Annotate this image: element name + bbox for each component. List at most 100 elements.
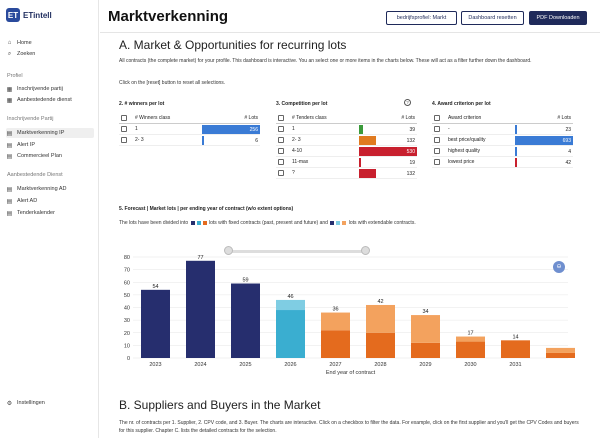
row-checkbox[interactable]: [434, 159, 440, 165]
home-icon: ⌂: [7, 40, 12, 46]
range-slider-right-handle[interactable]: [361, 246, 370, 255]
nav-commercial-plan[interactable]: ▤ Commercieel Plan: [6, 151, 94, 161]
forecast-bar-chart: 0102030405060708054202377202459202546202…: [124, 255, 575, 375]
nav-alert-ad-label: Alert AD: [17, 198, 38, 204]
data-label: 54: [152, 284, 158, 290]
table-row[interactable]: best price/quality 693: [432, 135, 573, 146]
select-all-checkbox[interactable]: [278, 115, 284, 121]
x-tick-label: 2025: [239, 362, 251, 368]
legend-square: [342, 220, 347, 225]
bar-segment: [321, 312, 350, 331]
nav-registering-party-label: Inschrijvende partij: [17, 86, 63, 92]
grid-icon: ▤: [6, 210, 13, 217]
nav-alert-ip-label: Alert IP: [17, 142, 36, 148]
nav-tender-calendar-label: Tenderkalender: [17, 210, 55, 216]
row-label: lowest price: [448, 159, 475, 165]
nav-alert-ip[interactable]: ▤ Alert IP: [6, 140, 94, 150]
select-all-checkbox[interactable]: [121, 115, 127, 121]
column-header: # Lots: [244, 115, 258, 121]
lots-bar: [359, 135, 377, 145]
table-row[interactable]: - 23: [432, 124, 573, 135]
legend-square: [190, 220, 195, 225]
x-axis-label: End year of contract: [326, 370, 376, 375]
lots-bar: [359, 157, 362, 167]
range-slider-track[interactable]: [228, 250, 366, 253]
range-slider-left-handle[interactable]: [224, 246, 233, 255]
row-checkbox[interactable]: [278, 148, 284, 154]
section-a-reset-hint: Click on the [reset] button to reset all…: [119, 80, 226, 86]
x-tick-label: 2031: [509, 362, 521, 368]
nav-market-ip[interactable]: ▤ Marktverkenning IP: [6, 128, 94, 138]
lots-bar: [359, 168, 377, 178]
select-all-checkbox[interactable]: [434, 115, 440, 121]
row-label: 1: [135, 126, 138, 132]
row-checkbox[interactable]: [121, 126, 127, 132]
table-row[interactable]: 1 39: [276, 124, 417, 135]
lots-value: 693: [562, 137, 571, 144]
grid-icon: ▤: [6, 153, 13, 160]
table-row[interactable]: 1 256: [119, 124, 260, 135]
table-row[interactable]: ? 132: [276, 168, 417, 179]
data-label: 77: [197, 255, 203, 261]
y-tick-label: 0: [127, 356, 130, 362]
table-row[interactable]: 11-max 19: [276, 157, 417, 168]
row-checkbox[interactable]: [278, 170, 284, 176]
column-header: # Winners class: [135, 115, 171, 121]
row-label: 2- 3: [292, 137, 301, 143]
table-row[interactable]: lowest price 42: [432, 157, 573, 168]
nav-alert-ad[interactable]: ▤ Alert AD: [6, 196, 94, 206]
row-checkbox[interactable]: [121, 137, 127, 143]
nav-market-ad[interactable]: ▤ Marktverkenning AD: [6, 184, 94, 194]
nav-home[interactable]: ⌂ Home: [6, 38, 94, 48]
y-tick-label: 20: [124, 331, 130, 337]
lots-bar: [515, 146, 517, 156]
x-tick-label: 2024: [194, 362, 206, 368]
row-checkbox[interactable]: [278, 159, 284, 165]
lots-cell: 4: [515, 146, 573, 156]
data-label: 17: [467, 331, 473, 337]
table-row[interactable]: 4-10 530: [276, 146, 417, 157]
nav-registering-party[interactable]: ▦ Inschrijvende partij: [6, 84, 94, 94]
section-a-intro: All contracts (the complete market) for …: [119, 58, 532, 64]
row-checkbox[interactable]: [434, 126, 440, 132]
lots-value: 4: [568, 148, 571, 155]
nav-commercial-plan-label: Commercieel Plan: [17, 153, 62, 159]
lots-cell: 530: [359, 146, 417, 156]
table-row[interactable]: highest quality 4: [432, 146, 573, 157]
zoom-icon[interactable]: ⊖: [553, 261, 565, 273]
nav-search-label: Zoeken: [17, 51, 36, 57]
info-icon[interactable]: ?: [404, 99, 411, 106]
row-checkbox[interactable]: [434, 148, 440, 154]
nav-market-ip-label: Marktverkenning IP: [17, 130, 65, 136]
forecast-desc-part: lots with fixed contracts (past, present…: [209, 220, 328, 226]
lots-bar: [515, 157, 518, 167]
logo-mark: ET: [6, 8, 20, 22]
lots-value: 132: [406, 170, 415, 177]
data-label: 14: [512, 334, 518, 340]
lots-cell: 23: [515, 124, 573, 134]
nav-contracting-service[interactable]: ▦ Aanbestedende dienst: [6, 95, 94, 105]
section-b-description: The nr. of contracts per 1. Supplier, 2.…: [119, 420, 579, 434]
table-row[interactable]: 2- 3 132: [276, 135, 417, 146]
table-row[interactable]: 2- 3 6: [119, 135, 260, 146]
y-tick-label: 50: [124, 293, 130, 299]
row-checkbox[interactable]: [434, 137, 440, 143]
x-tick-label: 2027: [329, 362, 341, 368]
profile-button[interactable]: bedrijfsprofiel: Markt: [386, 11, 457, 25]
row-checkbox[interactable]: [278, 126, 284, 132]
nav-search[interactable]: ⌕ Zoeken: [6, 49, 94, 59]
x-tick-label: 2030: [464, 362, 476, 368]
nav-settings[interactable]: ⚙ Instellingen: [6, 398, 94, 408]
pdf-download-button[interactable]: PDF Downloaden: [529, 11, 587, 25]
nav-tender-calendar[interactable]: ▤ Tenderkalender: [6, 208, 94, 218]
row-checkbox[interactable]: [278, 137, 284, 143]
reset-dashboard-button[interactable]: Dashboard resetten: [461, 11, 524, 25]
legend-square: [330, 220, 335, 225]
lots-value: 39: [409, 126, 415, 133]
bar-segment: [141, 289, 170, 358]
column-header: # Lots: [401, 115, 415, 121]
logo[interactable]: ET ETintell: [6, 8, 52, 22]
bar-segment: [276, 310, 305, 358]
nav-section-profile: Profiel: [7, 73, 23, 79]
legend-square: [202, 220, 207, 225]
